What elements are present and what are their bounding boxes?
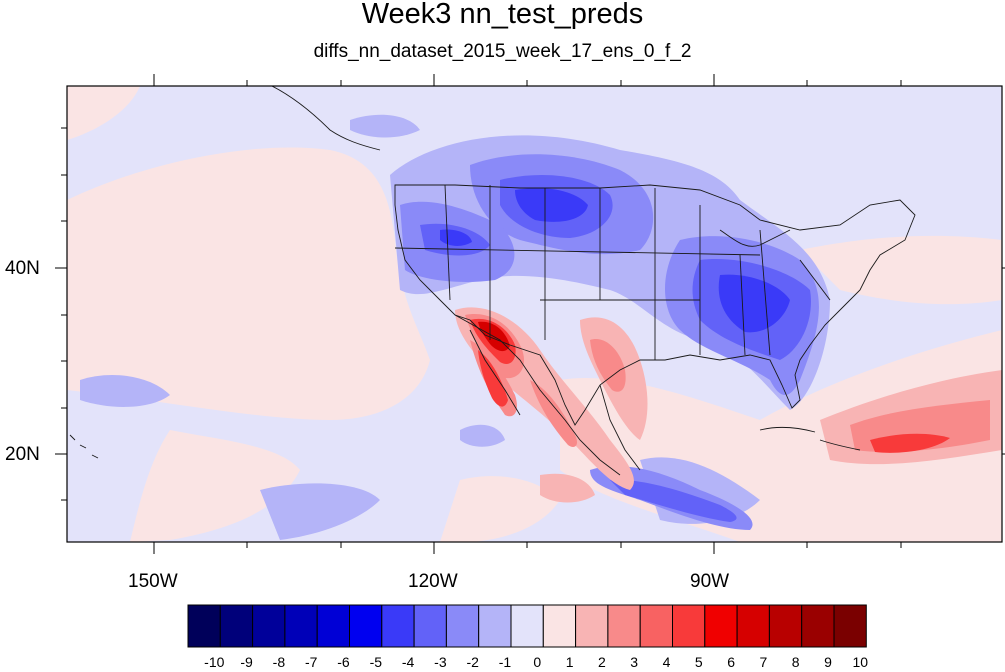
map-title: Week3 nn_test_preds	[361, 0, 644, 30]
colorbar-tick-label: -4	[401, 654, 415, 670]
colorbar-tick-label: -8	[272, 654, 286, 670]
colorbar-tick-label: 6	[727, 654, 735, 670]
map-subtitle: diffs_nn_dataset_2015_week_17_ens_0_f_2	[313, 41, 692, 62]
colorbar-tick-label: -2	[466, 654, 479, 670]
colorbar-box	[575, 604, 609, 648]
colorbar-tick-label: -1	[498, 654, 512, 670]
colorbar-tick-label: 7	[759, 654, 768, 670]
colorbar-box	[768, 604, 803, 648]
latitude-ticks	[55, 127, 1005, 501]
colorbar-tick-label: -6	[337, 654, 350, 670]
colorbar-box	[413, 604, 447, 648]
colorbar-tick-label: -10	[204, 654, 225, 670]
colorbar-box	[349, 604, 383, 648]
colorbar-box	[704, 604, 738, 648]
colorbar-box	[833, 604, 867, 648]
lon-label-120w: 120W	[408, 571, 458, 592]
colorbar-tick-label: 5	[694, 654, 703, 670]
lon-label-90w: 90W	[690, 571, 730, 592]
colorbar-tick-label: -3	[434, 654, 447, 670]
colorbar-box	[510, 604, 544, 648]
colorbar-box	[736, 604, 770, 648]
colorbar-box	[284, 604, 318, 648]
colorbar-tick-label: -9	[240, 654, 253, 670]
colorbar-box	[187, 604, 221, 648]
colorbar-box	[542, 604, 577, 648]
weak-positive-regions	[67, 86, 1002, 542]
colorbar-box	[219, 604, 254, 648]
colorbar-tick-label: 9	[824, 654, 832, 670]
anomaly-field	[67, 86, 1002, 542]
colorbar-tick-label: 0	[533, 654, 542, 670]
colorbar-box	[252, 604, 286, 648]
colorbar-box	[607, 604, 641, 648]
colorbar-box	[316, 604, 351, 648]
very-strong-negative-regions	[440, 188, 790, 333]
colorbar-box	[639, 604, 674, 648]
colorbar-tick-label: 8	[791, 654, 800, 670]
colorbar-box	[445, 604, 480, 648]
colorbar-tick-label: 4	[662, 654, 671, 670]
colorbar-tick-label: 2	[597, 654, 606, 670]
map-frame	[66, 85, 1003, 543]
colorbar	[187, 604, 867, 648]
colorbar-tick-label: -7	[304, 654, 318, 670]
colorbar-tick-label: 3	[630, 654, 639, 670]
coastlines-and-borders	[69, 86, 916, 476]
lat-label-40n: 40N	[5, 258, 40, 279]
colorbar-tick-label: 1	[565, 654, 574, 670]
colorbar-box	[381, 604, 415, 648]
longitude-ticks	[153, 74, 902, 554]
colorbar-tick-label: 10	[852, 654, 869, 670]
lat-label-20n: 20N	[5, 444, 40, 465]
colorbar-box	[801, 604, 835, 648]
lon-label-150w: 150W	[128, 571, 178, 592]
colorbar-box	[672, 604, 706, 648]
colorbar-tick-label: -5	[369, 654, 383, 670]
colorbar-box	[478, 604, 512, 648]
